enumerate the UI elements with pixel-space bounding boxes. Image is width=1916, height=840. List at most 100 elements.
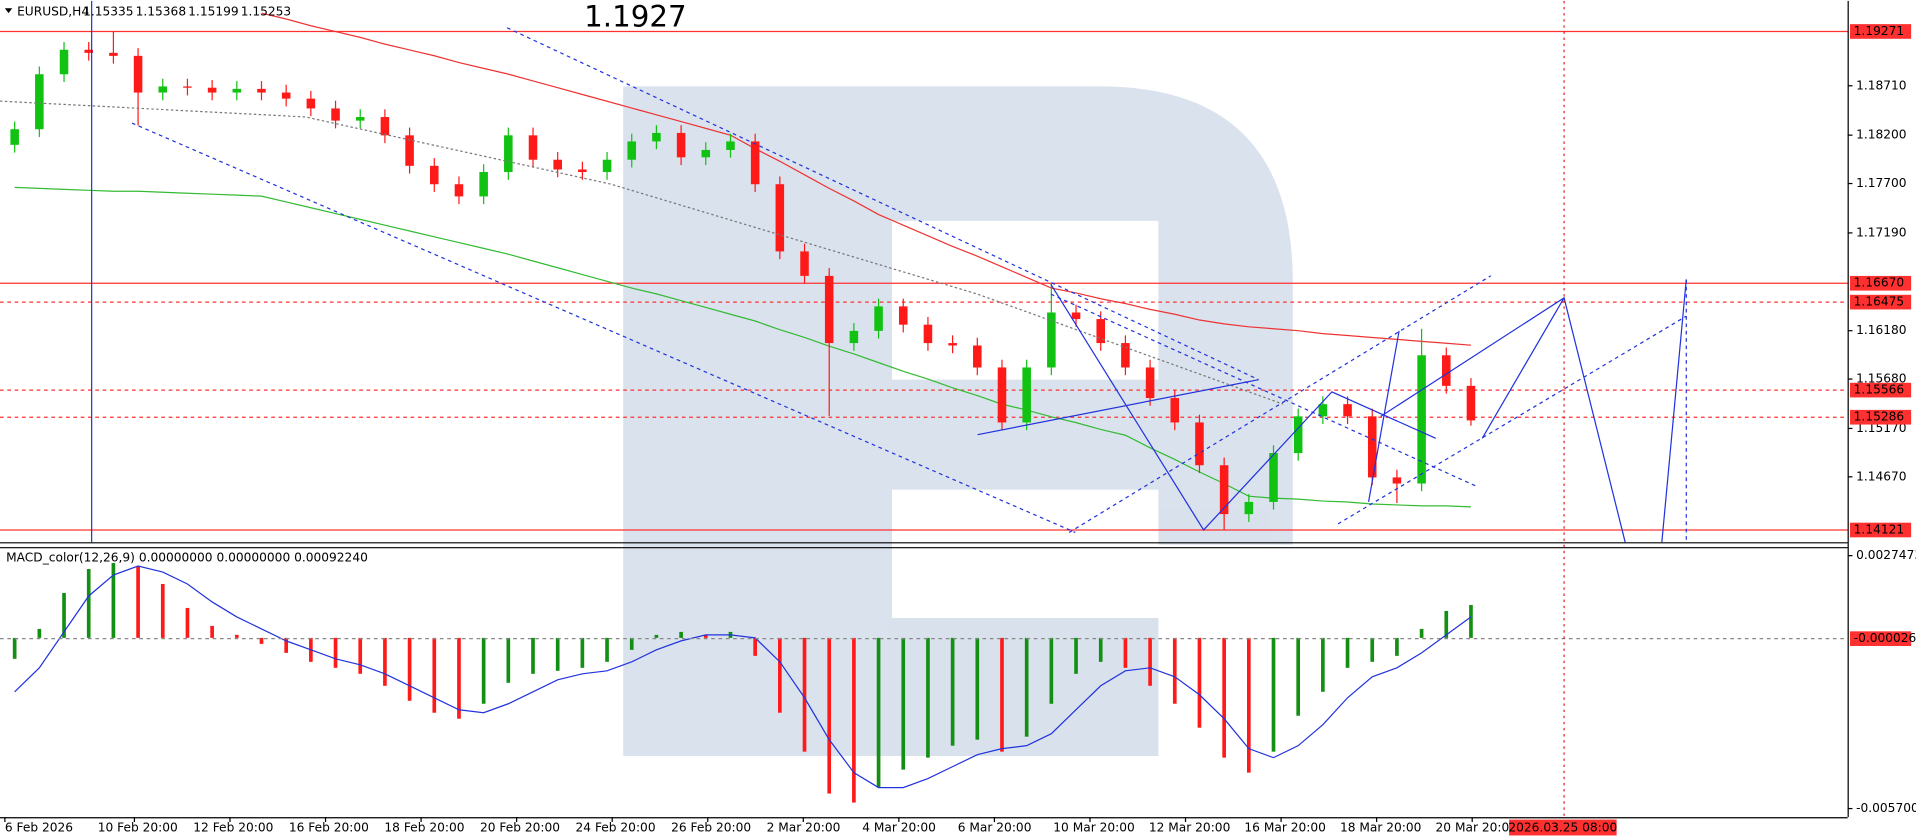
y-tick-label: 1.18200 [1856, 128, 1906, 142]
level-label-box [1850, 275, 1912, 291]
histogram-bar [753, 637, 757, 656]
candle-body [775, 184, 785, 252]
histogram-bar [160, 583, 165, 638]
symbol: EURUSD,H4 [17, 4, 89, 18]
candle-body [84, 49, 93, 53]
candle-body [1145, 367, 1155, 399]
candle-body [405, 135, 414, 166]
histogram-bar [457, 637, 461, 719]
candle-body [726, 141, 735, 150]
candle-body [1417, 355, 1426, 484]
x-tick-label: 4 Mar 20:00 [862, 821, 936, 835]
histogram-bar [1049, 637, 1054, 704]
histogram-bar [654, 634, 659, 638]
y-tick-label: 1.16180 [1856, 323, 1906, 337]
histogram-bar [333, 637, 338, 668]
candle-body [355, 117, 365, 121]
candle-body [133, 55, 143, 93]
x-tick-label: 20 Mar 20:0 [1436, 821, 1510, 835]
forecast-line [1661, 279, 1687, 543]
histogram-bar [210, 625, 214, 638]
histogram-bar [531, 637, 535, 674]
histogram-bar [876, 637, 881, 788]
candle-body [207, 87, 217, 93]
histogram-bar [1296, 637, 1301, 716]
price-annotation: 1.1927 [584, 0, 687, 33]
candle-body [973, 345, 982, 368]
candle-body [602, 159, 612, 173]
candle-body [1466, 385, 1476, 421]
marks [0, 12, 1848, 803]
x-tick-label: 6 Feb 2026 [5, 821, 73, 835]
y-tick-label: 1.15680 [1856, 372, 1906, 386]
candle-body [1022, 367, 1031, 423]
candle-body [553, 159, 562, 170]
histogram-bar [111, 563, 116, 638]
histogram-bar [136, 566, 140, 638]
candle-body [1442, 355, 1451, 386]
x-tick-label: 10 Mar 20:00 [1053, 821, 1134, 835]
level-label-box [1850, 24, 1912, 39]
histogram-bar [555, 637, 560, 671]
candle-body [1170, 398, 1180, 423]
histogram-bar [580, 637, 585, 668]
channel-line [1337, 315, 1687, 525]
histogram-bar [1469, 604, 1473, 638]
histogram-bar [1000, 637, 1004, 752]
histogram-bar [901, 637, 906, 770]
histogram-bar [1024, 637, 1029, 737]
cursor-label-box [1509, 819, 1617, 836]
histogram-bar [481, 637, 486, 704]
y-tick-label: 1.17190 [1856, 225, 1906, 239]
channel-line [131, 122, 1076, 533]
x-tick-label: 16 Mar 20:00 [1244, 821, 1325, 835]
histogram-bar [975, 637, 980, 740]
trend-line [977, 379, 1259, 436]
candle-body [1096, 319, 1105, 344]
y-tick-label: -0.0057009 [1856, 801, 1916, 815]
histogram-bar [62, 592, 66, 638]
candle-body [35, 74, 44, 130]
histogram-bar [432, 637, 437, 713]
candle-body [1071, 312, 1081, 320]
histogram-bar [1370, 637, 1375, 662]
level-label-box [1850, 294, 1912, 310]
candle-body [281, 92, 291, 99]
histogram-bar [1419, 628, 1424, 638]
histogram-bar [1321, 637, 1325, 692]
candle-body [1269, 453, 1278, 502]
histogram-bar [37, 628, 42, 638]
histogram-bar [358, 637, 363, 674]
histogram-bar [926, 637, 930, 758]
candle-body [1121, 343, 1130, 368]
x-tick-label: 6 Mar 20:00 [958, 821, 1032, 835]
analysis-drawings [0, 0, 1687, 543]
level-label: 1.15286 [1854, 410, 1904, 424]
histogram-bar [1148, 637, 1152, 686]
x-tick-label: 2 Mar 20:00 [767, 821, 841, 835]
histogram-bar [1222, 637, 1226, 758]
histogram-bar [1345, 637, 1350, 668]
histogram-bar [1444, 610, 1449, 638]
histogram-bar [679, 631, 683, 638]
candle-body [1244, 501, 1254, 515]
menu-arrow[interactable] [4, 8, 13, 14]
candle-body [874, 306, 883, 331]
forecast-line [1481, 297, 1565, 439]
candle-body [1195, 422, 1204, 466]
candle-body [257, 88, 266, 93]
histogram-bar [506, 637, 511, 683]
quote-value: 1.15368 [136, 4, 186, 18]
x-tick-label: 10 Feb 20:00 [98, 821, 178, 835]
histogram-bar [259, 637, 264, 644]
candle-body [750, 141, 760, 185]
histogram-bar [950, 637, 955, 746]
candle-body [306, 98, 316, 109]
signal-line [14, 565, 1472, 789]
candle-body [109, 52, 118, 56]
candle-body [923, 324, 933, 344]
candle-body [380, 117, 390, 136]
level-label-box [1850, 409, 1912, 425]
